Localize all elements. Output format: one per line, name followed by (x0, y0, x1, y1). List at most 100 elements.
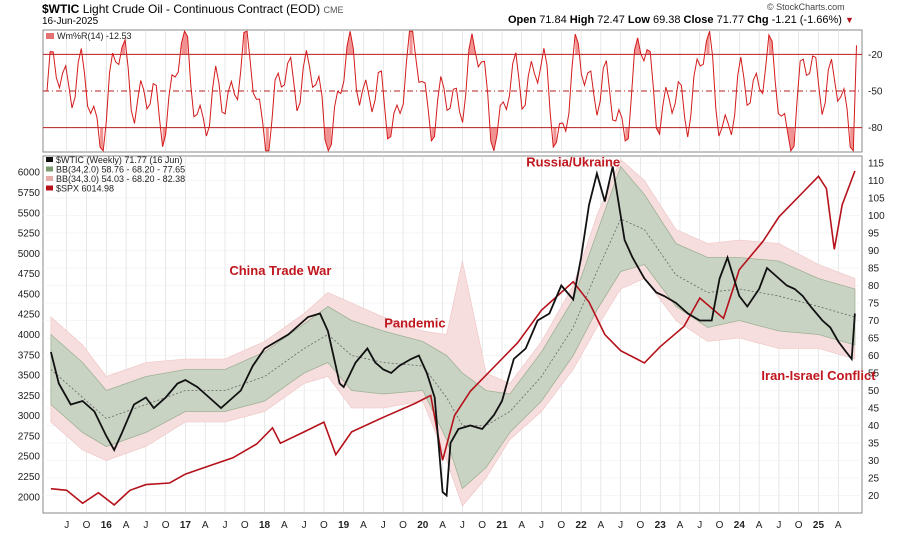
exchange: CME (323, 5, 344, 15)
x-tick-label: J (776, 520, 781, 531)
x-tick-label: O (241, 520, 249, 531)
legend-swatch (46, 176, 53, 181)
x-tick-label: A (598, 520, 605, 531)
legend-label: $WTIC (Weekly) 71.77 (16 Jun) (56, 155, 182, 165)
left-axis-tick: 4000 (18, 330, 41, 341)
right-axis-tick: 70 (868, 316, 880, 327)
right-axis-tick: 30 (868, 456, 880, 467)
x-tick-label: 18 (259, 520, 271, 531)
x-tick-label: 16 (101, 520, 113, 531)
symbol: $WTIC (42, 2, 80, 16)
x-tick-label: O (716, 520, 724, 531)
title-text: Light Crude Oil - Continuous Contract (E… (82, 2, 321, 16)
bb2-band (50, 165, 856, 490)
x-tick-label: A (518, 520, 525, 531)
legend-label: BB(34,2.0) 58.76 - 68.20 - 77.65 (56, 165, 185, 175)
left-axis-tick: 6000 (18, 168, 41, 179)
x-tick-label: O (478, 520, 486, 531)
x-tick-label: A (281, 520, 288, 531)
close-value: 71.77 (716, 14, 745, 26)
chg-value: -1.21 (-1.66%) (771, 14, 842, 26)
x-tick-label: 24 (734, 520, 746, 531)
left-axis-tick: 4250 (18, 310, 41, 321)
right-axis-tick: 105 (868, 194, 885, 205)
right-axis-tick: 50 (868, 386, 880, 397)
right-axis-tick: 110 (868, 176, 884, 187)
spx-line (50, 170, 856, 506)
left-axis-tick: 5500 (18, 208, 41, 219)
right-axis-tick: 65 (868, 334, 880, 345)
left-axis-tick: 3500 (18, 371, 41, 382)
left-axis-tick: 4500 (18, 289, 41, 300)
wmr-extreme-fill (347, 31, 354, 55)
x-tick-label: A (123, 520, 130, 531)
high-value: 72.47 (597, 14, 625, 26)
legend-label: $SPX 6014.98 (56, 184, 114, 194)
wmr-extreme-fill (387, 127, 391, 139)
right-axis-tick: 55 (868, 369, 880, 380)
event-annotation: Iran-Israel Conflict (761, 368, 876, 383)
wmr-extreme-fill (787, 127, 794, 151)
wmr-extreme-fill (706, 31, 710, 55)
x-tick-label: A (835, 520, 842, 531)
right-axis-tick: 115 (868, 159, 884, 170)
wmr-axis-tick: -50 (868, 87, 883, 98)
x-tick-label: 20 (417, 520, 429, 531)
x-tick-label: 21 (496, 520, 508, 531)
wmr-extreme-fill (468, 33, 476, 55)
wmr-extreme-fill (50, 51, 54, 55)
chg-label: Chg (747, 14, 769, 26)
event-annotation: China Trade War (229, 263, 331, 278)
x-tick-label: 17 (180, 520, 192, 531)
wmr-extreme-fill (181, 31, 188, 55)
date-label: 16-Jun-2025 (42, 16, 99, 27)
x-tick-label: J (223, 520, 228, 531)
right-axis-tick: 75 (868, 299, 880, 310)
x-tick-label: J (143, 520, 148, 531)
right-axis-tick: 35 (868, 439, 880, 450)
chart-title: $WTIC Light Crude Oil - Continuous Contr… (42, 2, 343, 16)
x-tick-label: J (618, 520, 623, 531)
x-tick-label: 25 (813, 520, 825, 531)
wmr-extreme-fill (100, 127, 104, 151)
wmr-extreme-fill (409, 31, 413, 55)
close-label: Close (683, 14, 714, 26)
x-tick-label: O (83, 520, 91, 531)
x-tick-label: J (64, 520, 69, 531)
wmr-legend-swatch (46, 33, 54, 39)
x-tick-label: A (439, 520, 446, 531)
x-tick-label: 23 (655, 520, 667, 531)
wmr-extreme-fill (625, 127, 629, 141)
wmr-extreme-fill (850, 127, 854, 151)
right-axis-tick: 95 (868, 229, 880, 240)
right-axis-tick: 60 (868, 351, 880, 362)
x-tick-label: J (539, 520, 544, 531)
wmr-extreme-fill (122, 39, 126, 55)
x-tick-label: O (162, 520, 170, 531)
wmr-extreme-fill (243, 31, 247, 55)
x-tick-label: J (381, 520, 386, 531)
right-axis-tick: 100 (868, 211, 885, 222)
right-axis-tick: 40 (868, 421, 880, 432)
open-label: Open (508, 14, 537, 26)
left-axis-tick: 3250 (18, 391, 41, 402)
left-axis-tick: 2750 (18, 431, 41, 442)
wmr-line (46, 29, 857, 153)
right-axis-tick: 80 (868, 281, 880, 292)
wmr-extreme-fill (265, 127, 269, 151)
ohlc-readout: Open 71.84 High 72.47 Low 69.38 Close 71… (508, 14, 854, 26)
event-annotation: Russia/Ukraine (526, 155, 620, 170)
right-axis-tick: 85 (868, 264, 880, 275)
x-tick-label: J (697, 520, 702, 531)
x-tick-label: 22 (576, 520, 588, 531)
down-triangle-icon: ▼ (845, 15, 854, 25)
right-axis-tick: 25 (868, 474, 880, 485)
x-tick-label: J (460, 520, 465, 531)
left-axis-tick: 5250 (18, 229, 41, 240)
x-tick-label: J (302, 520, 307, 531)
wmr-extreme-fill (575, 34, 579, 55)
right-axis-tick: 45 (868, 404, 880, 415)
legend-swatch (46, 166, 53, 172)
open-value: 71.84 (539, 14, 567, 26)
